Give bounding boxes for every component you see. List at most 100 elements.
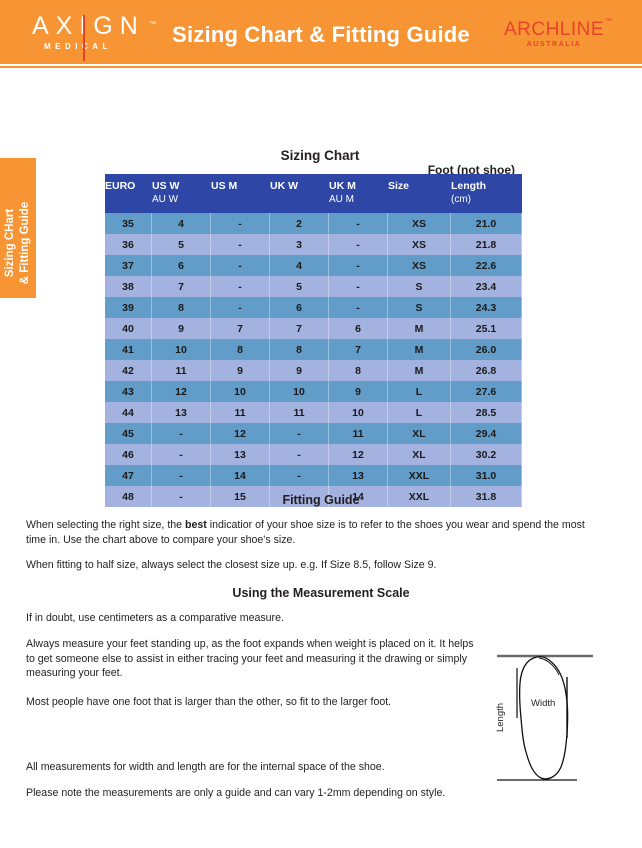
- cell-uk-w: 11: [269, 402, 329, 423]
- cell-uk-m: -: [328, 276, 388, 297]
- cell-us-w: 5: [151, 234, 211, 255]
- cell-size: M: [387, 318, 451, 339]
- side-tab-label: Sizing CHart & Fitting Guide: [4, 201, 31, 285]
- table-row: 44 13 11 11 10 L 28.5: [105, 402, 522, 423]
- cell-euro: 38: [105, 276, 152, 297]
- cell-uk-m: 13: [328, 465, 388, 486]
- cell-uk-m: 7: [328, 339, 388, 360]
- foot-outline-path: [518, 655, 569, 780]
- cell-length: 29.4: [450, 423, 522, 444]
- cell-length: 24.3: [450, 297, 522, 318]
- table-row: 41 10 8 8 7 M 26.0: [105, 339, 522, 360]
- column-header-us-m: US M: [210, 174, 270, 213]
- width-label: Width: [531, 698, 556, 709]
- cell-length: 31.8: [450, 486, 522, 507]
- cell-length: 26.0: [450, 339, 522, 360]
- cell-us-w: -: [151, 444, 211, 465]
- sizing-table-body: 35 4-2- XS 21.0 36 5-3- XS 21.8 37 6-4- XS 22.6 38 7-…: [105, 213, 522, 507]
- cell-us-w: 12: [151, 381, 211, 402]
- cell-uk-w: 2: [269, 213, 329, 234]
- column-header-length-unit: (cm): [451, 194, 471, 205]
- header-bar: [0, 0, 642, 64]
- fitting-guide-heading: Fitting Guide: [282, 493, 360, 507]
- sizing-chart-title: Sizing Chart: [280, 148, 360, 163]
- table-row: 45-12-11 XL 29.4: [105, 423, 522, 444]
- archline-trademark-icon: ™: [605, 18, 612, 25]
- cell-size: M: [387, 360, 451, 381]
- axign-slash-mark: [83, 15, 85, 61]
- para-1-text-before: When selecting the right size, the: [26, 519, 185, 531]
- column-header-length: Length (cm): [450, 174, 522, 213]
- column-header-us-w-label: US W: [152, 180, 180, 192]
- column-header-au-w-label: AU W: [152, 194, 179, 205]
- cell-length: 27.6: [450, 381, 522, 402]
- foot-not-shoe-label: Foot (not shoe): [427, 163, 515, 177]
- archline-wordmark: ARCHLINE: [503, 19, 605, 40]
- cell-uk-w: -: [269, 444, 329, 465]
- cell-size: S: [387, 276, 451, 297]
- cell-uk-m: -: [328, 255, 388, 276]
- table-row: 36 5-3- XS 21.8: [105, 234, 522, 255]
- cell-size: XL: [387, 423, 451, 444]
- cell-us-w: 13: [151, 402, 211, 423]
- cell-us-w: -: [151, 486, 211, 507]
- cell-uk-w: 3: [269, 234, 329, 255]
- cell-us-m: -: [210, 213, 270, 234]
- cell-us-m: -: [210, 276, 270, 297]
- table-row: 42 11 9 9 8 M 26.8: [105, 360, 522, 381]
- table-row: 38 7-5- S 23.4: [105, 276, 522, 297]
- column-header-uk-w: UK W: [269, 174, 329, 213]
- fitting-guide-paragraph-2: When fitting to half size, always select…: [26, 559, 437, 571]
- measurement-paragraph-1: If in doubt, use centimeters as a compar…: [26, 612, 284, 624]
- cell-us-m: 9: [210, 360, 270, 381]
- column-header-us-m-label: US M: [211, 180, 238, 192]
- column-header-uk-w-label: UK W: [270, 180, 298, 192]
- cell-euro: 46: [105, 444, 152, 465]
- page-title: Sizing Chart & Fitting Guide: [172, 22, 470, 47]
- cell-length: 22.6: [450, 255, 522, 276]
- cell-us-m: 7: [210, 318, 270, 339]
- cell-uk-m: 8: [328, 360, 388, 381]
- cell-us-m: 11: [210, 402, 270, 423]
- column-header-euro-label: EURO: [105, 180, 136, 192]
- table-row: 43 12 10 10 9 L 27.6: [105, 381, 522, 402]
- cell-uk-w: 6: [269, 297, 329, 318]
- fitting-guide-paragraph-1: When selecting the right size, the best …: [26, 518, 606, 547]
- cell-uk-m: 11: [328, 423, 388, 444]
- cell-length: 26.8: [450, 360, 522, 381]
- cell-uk-m: -: [328, 234, 388, 255]
- para-1-text-after: indicatior of your shoe size is to refer…: [26, 519, 585, 546]
- header-accent-rule: [0, 66, 642, 68]
- table-row: 47-14-13 XXL 31.0: [105, 465, 522, 486]
- table-row: 40 9 7 7 6 M 25.1: [105, 318, 522, 339]
- foot-outline-diagram: Width Length: [495, 650, 615, 815]
- cell-uk-w: 5: [269, 276, 329, 297]
- cell-length: 21.8: [450, 234, 522, 255]
- column-header-au-m-label: AU M: [329, 194, 354, 205]
- cell-uk-w: 9: [269, 360, 329, 381]
- cell-size: XS: [387, 255, 451, 276]
- cell-us-w: 9: [151, 318, 211, 339]
- cell-us-w: 11: [151, 360, 211, 381]
- cell-length: 25.1: [450, 318, 522, 339]
- measurement-paragraph-2: Always measure your feet standing up, as…: [26, 638, 474, 679]
- measurement-scale-heading: Using the Measurement Scale: [232, 586, 410, 600]
- cell-uk-w: 7: [269, 318, 329, 339]
- sizing-chart-section: Sizing Chart Foot (not shoe) EURO US W A…: [105, 148, 522, 507]
- cell-size: XS: [387, 234, 451, 255]
- cell-length: 28.5: [450, 402, 522, 423]
- cell-us-m: 13: [210, 444, 270, 465]
- cell-euro: 35: [105, 213, 152, 234]
- sizing-table-header: EURO US W AU W US M UK W UK M AU M Size: [105, 174, 522, 213]
- table-row: 48-15-14 XXL 31.8: [105, 486, 522, 507]
- cell-euro: 37: [105, 255, 152, 276]
- column-header-uk-m: UK M AU M: [328, 174, 388, 213]
- cell-uk-m: -: [328, 297, 388, 318]
- cell-euro: 42: [105, 360, 152, 381]
- cell-us-w: 10: [151, 339, 211, 360]
- axign-trademark-icon: ™: [149, 21, 156, 28]
- cell-euro: 36: [105, 234, 152, 255]
- cell-us-m: 8: [210, 339, 270, 360]
- cell-size: L: [387, 381, 451, 402]
- cell-euro: 48: [105, 486, 152, 507]
